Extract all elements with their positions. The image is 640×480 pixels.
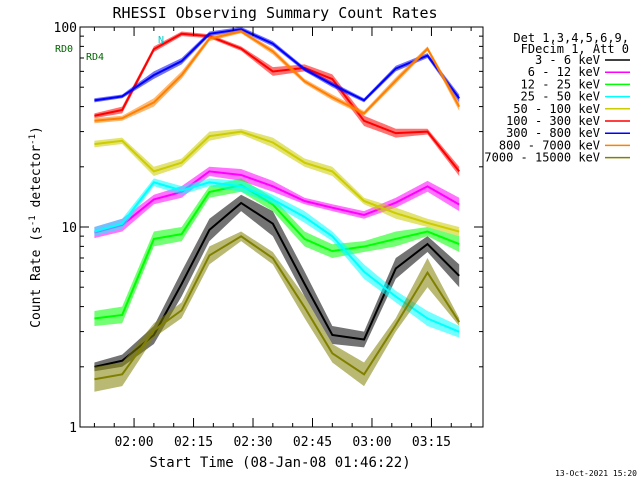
series-line bbox=[94, 184, 460, 320]
y-axis-label-tail: detector bbox=[29, 145, 44, 216]
y-tick-label: 1 bbox=[69, 421, 77, 436]
series-line bbox=[94, 30, 461, 122]
y-axis-label-sup2: -1 bbox=[28, 134, 38, 145]
chart-title: RHESSI Observing Summary Count Rates bbox=[112, 4, 437, 22]
x-axis-label: Start Time (08-Jan-08 01:46:22) bbox=[149, 455, 410, 471]
series-line bbox=[94, 181, 460, 333]
x-tick-label: 03:00 bbox=[352, 435, 391, 450]
legend-label: 6 - 12 keV bbox=[528, 65, 600, 79]
legend-label: 3 - 6 keV bbox=[535, 53, 600, 67]
series-band bbox=[94, 166, 460, 239]
plot-area bbox=[94, 27, 461, 392]
series-800-7000-kev bbox=[94, 29, 461, 124]
series-band bbox=[94, 128, 460, 237]
series-300-800-kev bbox=[94, 27, 461, 103]
y-tick-label: 10 bbox=[61, 221, 77, 236]
series-line bbox=[94, 28, 461, 102]
series-line bbox=[94, 130, 460, 233]
x-tick-label: 02:00 bbox=[114, 435, 153, 450]
series-100-300-kev bbox=[94, 31, 460, 176]
y-axis-label: Count Rate (s-1 detector-1) bbox=[28, 126, 44, 328]
x-tick-label: 02:30 bbox=[233, 435, 272, 450]
series-band bbox=[94, 194, 460, 372]
legend-label: 12 - 25 keV bbox=[521, 77, 600, 91]
legend-header-line1: Det 1,3,4,5,6,9, bbox=[513, 31, 629, 45]
series-6-12-kev bbox=[94, 166, 460, 239]
legend-label: 25 - 50 keV bbox=[521, 90, 600, 104]
legend-header-line2: FDecim 1, Att 0 bbox=[521, 42, 629, 56]
legend-label: 800 - 7000 keV bbox=[499, 138, 600, 152]
x-tick-label: 02:45 bbox=[293, 435, 332, 450]
y-tick-label: 100 bbox=[54, 21, 77, 36]
x-tick-label: 02:15 bbox=[174, 435, 213, 450]
series-band bbox=[94, 178, 460, 338]
y-axis: 1 10 100 bbox=[54, 21, 483, 436]
y-axis-label-main: Count Rate (s bbox=[29, 226, 44, 328]
x-tick-label: 03:15 bbox=[412, 435, 451, 450]
y-axis-label-close: ) bbox=[29, 126, 44, 134]
series-line bbox=[94, 235, 461, 381]
n-label: N bbox=[158, 35, 164, 46]
legend-label: 50 - 100 keV bbox=[513, 102, 600, 116]
rd0-label: RD0 bbox=[55, 44, 73, 55]
x-axis: 02:00 02:15 02:30 02:45 03:00 03:15 bbox=[93, 27, 472, 450]
annotations: RD0 RD4 N bbox=[55, 35, 164, 63]
series-7000-15000-kev bbox=[94, 231, 461, 392]
series-25-50-kev bbox=[94, 178, 460, 338]
series-line bbox=[94, 170, 460, 234]
series-line bbox=[94, 32, 460, 172]
series-12-25-kev bbox=[94, 178, 460, 326]
legend: Det 1,3,4,5,6,9, FDecim 1, Att 0 3 - 6 k… bbox=[484, 31, 630, 165]
legend-label: 100 - 300 keV bbox=[506, 114, 600, 128]
legend-label: 300 - 800 keV bbox=[506, 126, 600, 140]
timestamp: 13-Oct-2021 15:20 bbox=[555, 469, 637, 478]
svg-text:Count Rate (s-1 detector-1): Count Rate (s-1 detector-1) bbox=[28, 126, 44, 328]
legend-label: 7000 - 15000 keV bbox=[484, 151, 600, 165]
rd4-label: RD4 bbox=[86, 52, 104, 63]
series-50-100-kev bbox=[94, 128, 460, 237]
y-axis-label-sup1: -1 bbox=[28, 215, 38, 226]
